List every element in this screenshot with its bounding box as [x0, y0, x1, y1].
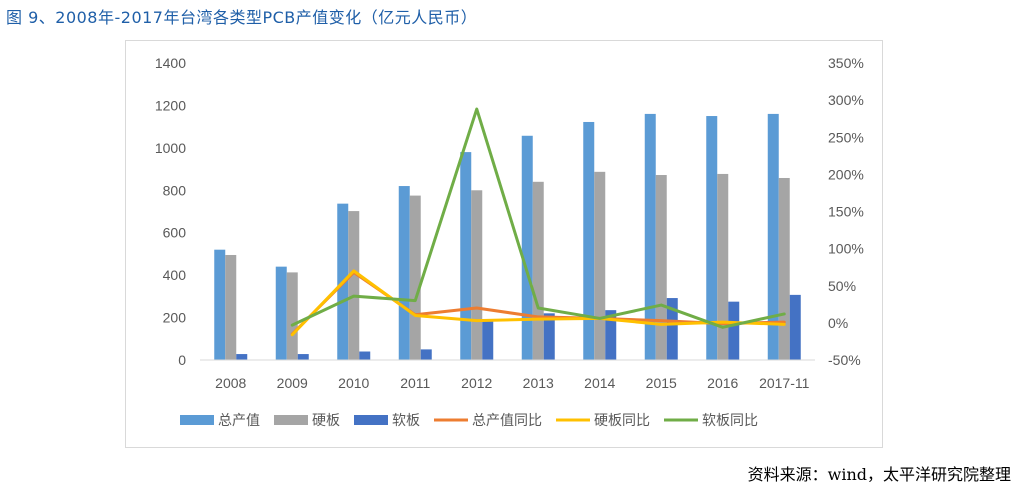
y-left-tick-label: 600 — [163, 225, 187, 241]
bar-软板 — [605, 310, 617, 360]
bar-软板 — [728, 301, 740, 360]
figure-title: 图 9、2008年-2017年台湾各类型PCB产值变化（亿元人民币） — [6, 8, 478, 27]
y-right-tick-label: 200% — [828, 166, 864, 182]
legend-label: 总产值 — [218, 413, 260, 429]
legend-swatch-硬板 — [274, 415, 308, 425]
legend-swatch-总产值 — [180, 415, 214, 425]
bar-总产值 — [214, 249, 226, 360]
x-tick-label: 2009 — [277, 375, 308, 391]
legend-label: 硬板同比 — [594, 413, 650, 429]
line-软板同比 — [290, 107, 786, 329]
bar-硬板 — [286, 272, 298, 360]
bar-总产值 — [583, 121, 595, 361]
legend-swatch-软板 — [354, 415, 388, 425]
x-tick-label: 2012 — [461, 375, 492, 391]
bar-软板 — [543, 313, 555, 360]
chart-frame — [125, 40, 883, 448]
y-left-tick-label: 800 — [163, 182, 187, 198]
y-left-tick-label: 400 — [163, 267, 187, 283]
y-left-tick-label: 1400 — [155, 55, 186, 71]
bar-总产值 — [275, 266, 287, 360]
y-right-tick-label: 150% — [828, 204, 864, 220]
bar-总产值 — [460, 152, 472, 360]
bar-硬板 — [778, 177, 790, 360]
y-right-tick-label: 50% — [828, 278, 856, 294]
bar-软板 — [359, 351, 371, 360]
bar-总产值 — [398, 186, 410, 360]
bar-硬板 — [348, 211, 360, 360]
y-right-tick-label: -50% — [828, 352, 861, 368]
x-tick-label: 2008 — [215, 375, 246, 391]
legend-label: 软板 — [392, 413, 420, 429]
bar-总产值 — [521, 135, 533, 360]
x-tick-label: 2010 — [338, 375, 369, 391]
bar-硬板 — [717, 173, 729, 360]
y-left-tick-label: 1200 — [155, 97, 186, 113]
bar-总产值 — [767, 113, 779, 361]
y-left-tick-label: 200 — [163, 310, 187, 326]
bar-硬板 — [471, 190, 483, 360]
x-tick-label: 2014 — [584, 375, 615, 391]
bar-软板 — [482, 320, 494, 360]
x-tick-label: 2016 — [707, 375, 738, 391]
bar-软板 — [420, 349, 432, 360]
bar-软板 — [236, 354, 248, 360]
legend-label: 软板同比 — [702, 413, 758, 429]
bar-软板 — [666, 298, 678, 360]
bar-总产值 — [644, 113, 656, 361]
legend-label: 总产值同比 — [472, 413, 542, 429]
x-tick-label: 2013 — [523, 375, 554, 391]
source-note: 资料来源：wind，太平洋研究院整理 — [747, 465, 1011, 484]
bar-总产值 — [706, 116, 718, 361]
bar-硬板 — [409, 195, 421, 360]
x-tick-label: 2015 — [646, 375, 677, 391]
bar-软板 — [297, 354, 309, 360]
y-right-tick-label: 100% — [828, 241, 864, 257]
line-硬板同比 — [290, 269, 786, 337]
y-left-tick-label: 1000 — [155, 140, 186, 156]
y-left-tick-label: 0 — [178, 352, 186, 368]
legend-label: 硬板 — [312, 413, 340, 429]
y-right-tick-label: 0% — [828, 315, 848, 331]
bar-硬板 — [594, 171, 606, 360]
y-right-tick-label: 350% — [828, 55, 864, 71]
y-right-tick-label: 300% — [828, 92, 864, 108]
bar-硬板 — [225, 254, 237, 360]
x-tick-label: 2011 — [400, 375, 430, 391]
bar-硬板 — [532, 181, 544, 360]
bar-硬板 — [655, 175, 667, 360]
x-tick-label: 2017-11 — [759, 375, 810, 391]
y-right-tick-label: 250% — [828, 129, 864, 145]
bar-软板 — [789, 294, 801, 360]
